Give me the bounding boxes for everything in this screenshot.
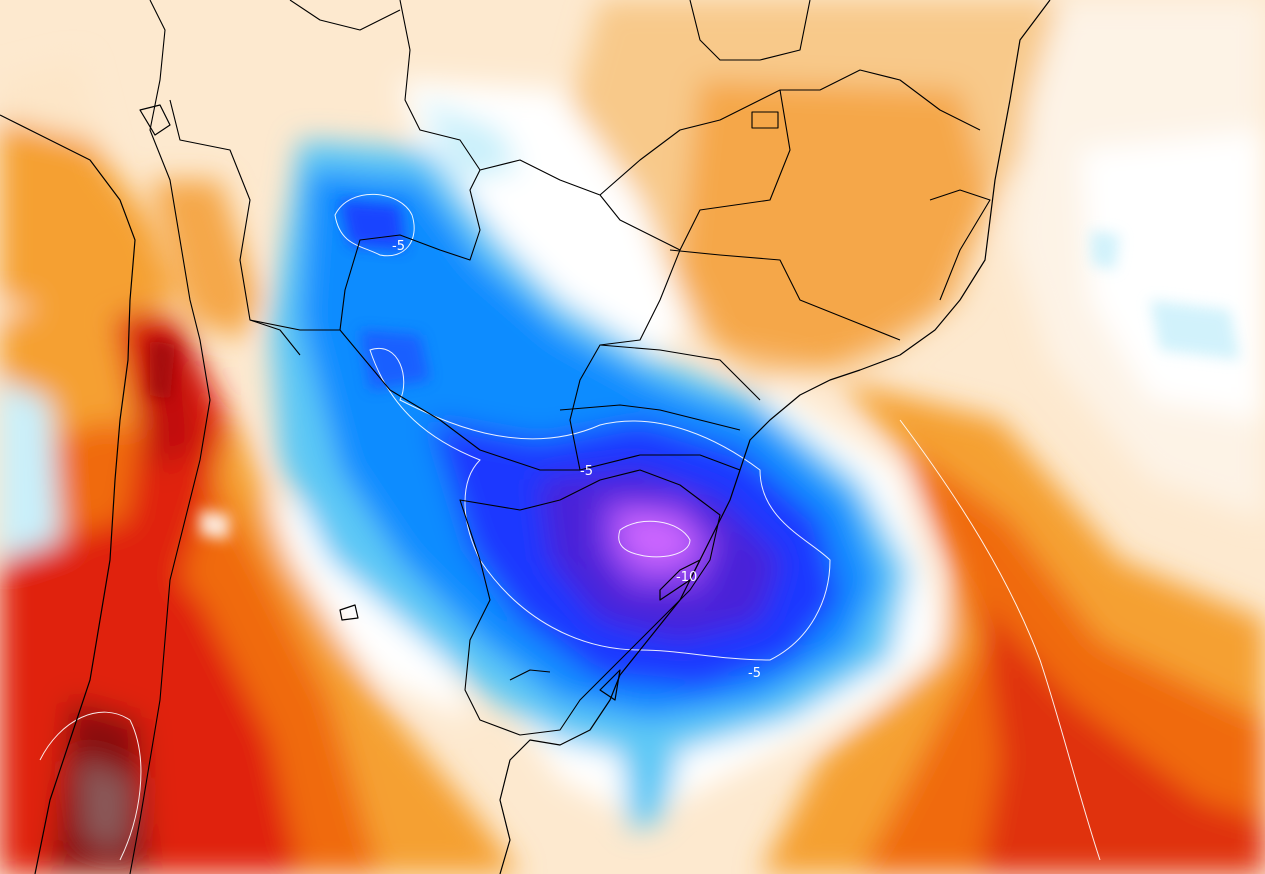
lagoa-dos-patos — [659, 559, 701, 601]
argentina-north — [249, 319, 301, 356]
contour-label-core: -10 — [676, 570, 697, 585]
brazil-states-3 — [669, 249, 901, 341]
paraguay-border — [339, 249, 681, 471]
contour-labels: -5 -5 -10 -5 — [392, 239, 761, 681]
isotherm-minus5-center — [369, 347, 831, 661]
andes-border — [129, 0, 211, 874]
island-lake — [339, 604, 359, 621]
uruguay-border — [459, 469, 721, 736]
river-la-plata — [509, 669, 551, 681]
brazil-states-8 — [689, 0, 811, 61]
brazil-states-7 — [929, 189, 991, 301]
brazil-states-5 — [599, 194, 681, 251]
contour-label-north: -5 — [392, 239, 405, 254]
isotherm-minus10 — [618, 520, 691, 558]
brazil-states-6 — [679, 89, 791, 251]
brazil-states-9 — [399, 0, 481, 171]
brazil-south-states — [579, 454, 741, 471]
atlantic-coastline — [499, 0, 1051, 874]
pacific-coastline — [0, 114, 136, 874]
isotherm-minus5-north — [334, 193, 415, 257]
brazil-states-2 — [599, 344, 761, 401]
brazil-states-4 — [599, 69, 981, 196]
federal-district — [751, 111, 779, 129]
brazil-states-1 — [559, 404, 741, 431]
isotherm-west — [39, 711, 142, 861]
isotherms — [39, 193, 1101, 861]
lagoon-small — [599, 669, 621, 701]
contour-label-center: -5 — [580, 464, 593, 479]
contour-label-south: -5 — [748, 666, 761, 681]
borders — [0, 0, 1051, 874]
isotherm-east — [899, 419, 1101, 861]
brazil-states-10 — [289, 0, 401, 31]
lake-titicaca — [139, 104, 171, 136]
